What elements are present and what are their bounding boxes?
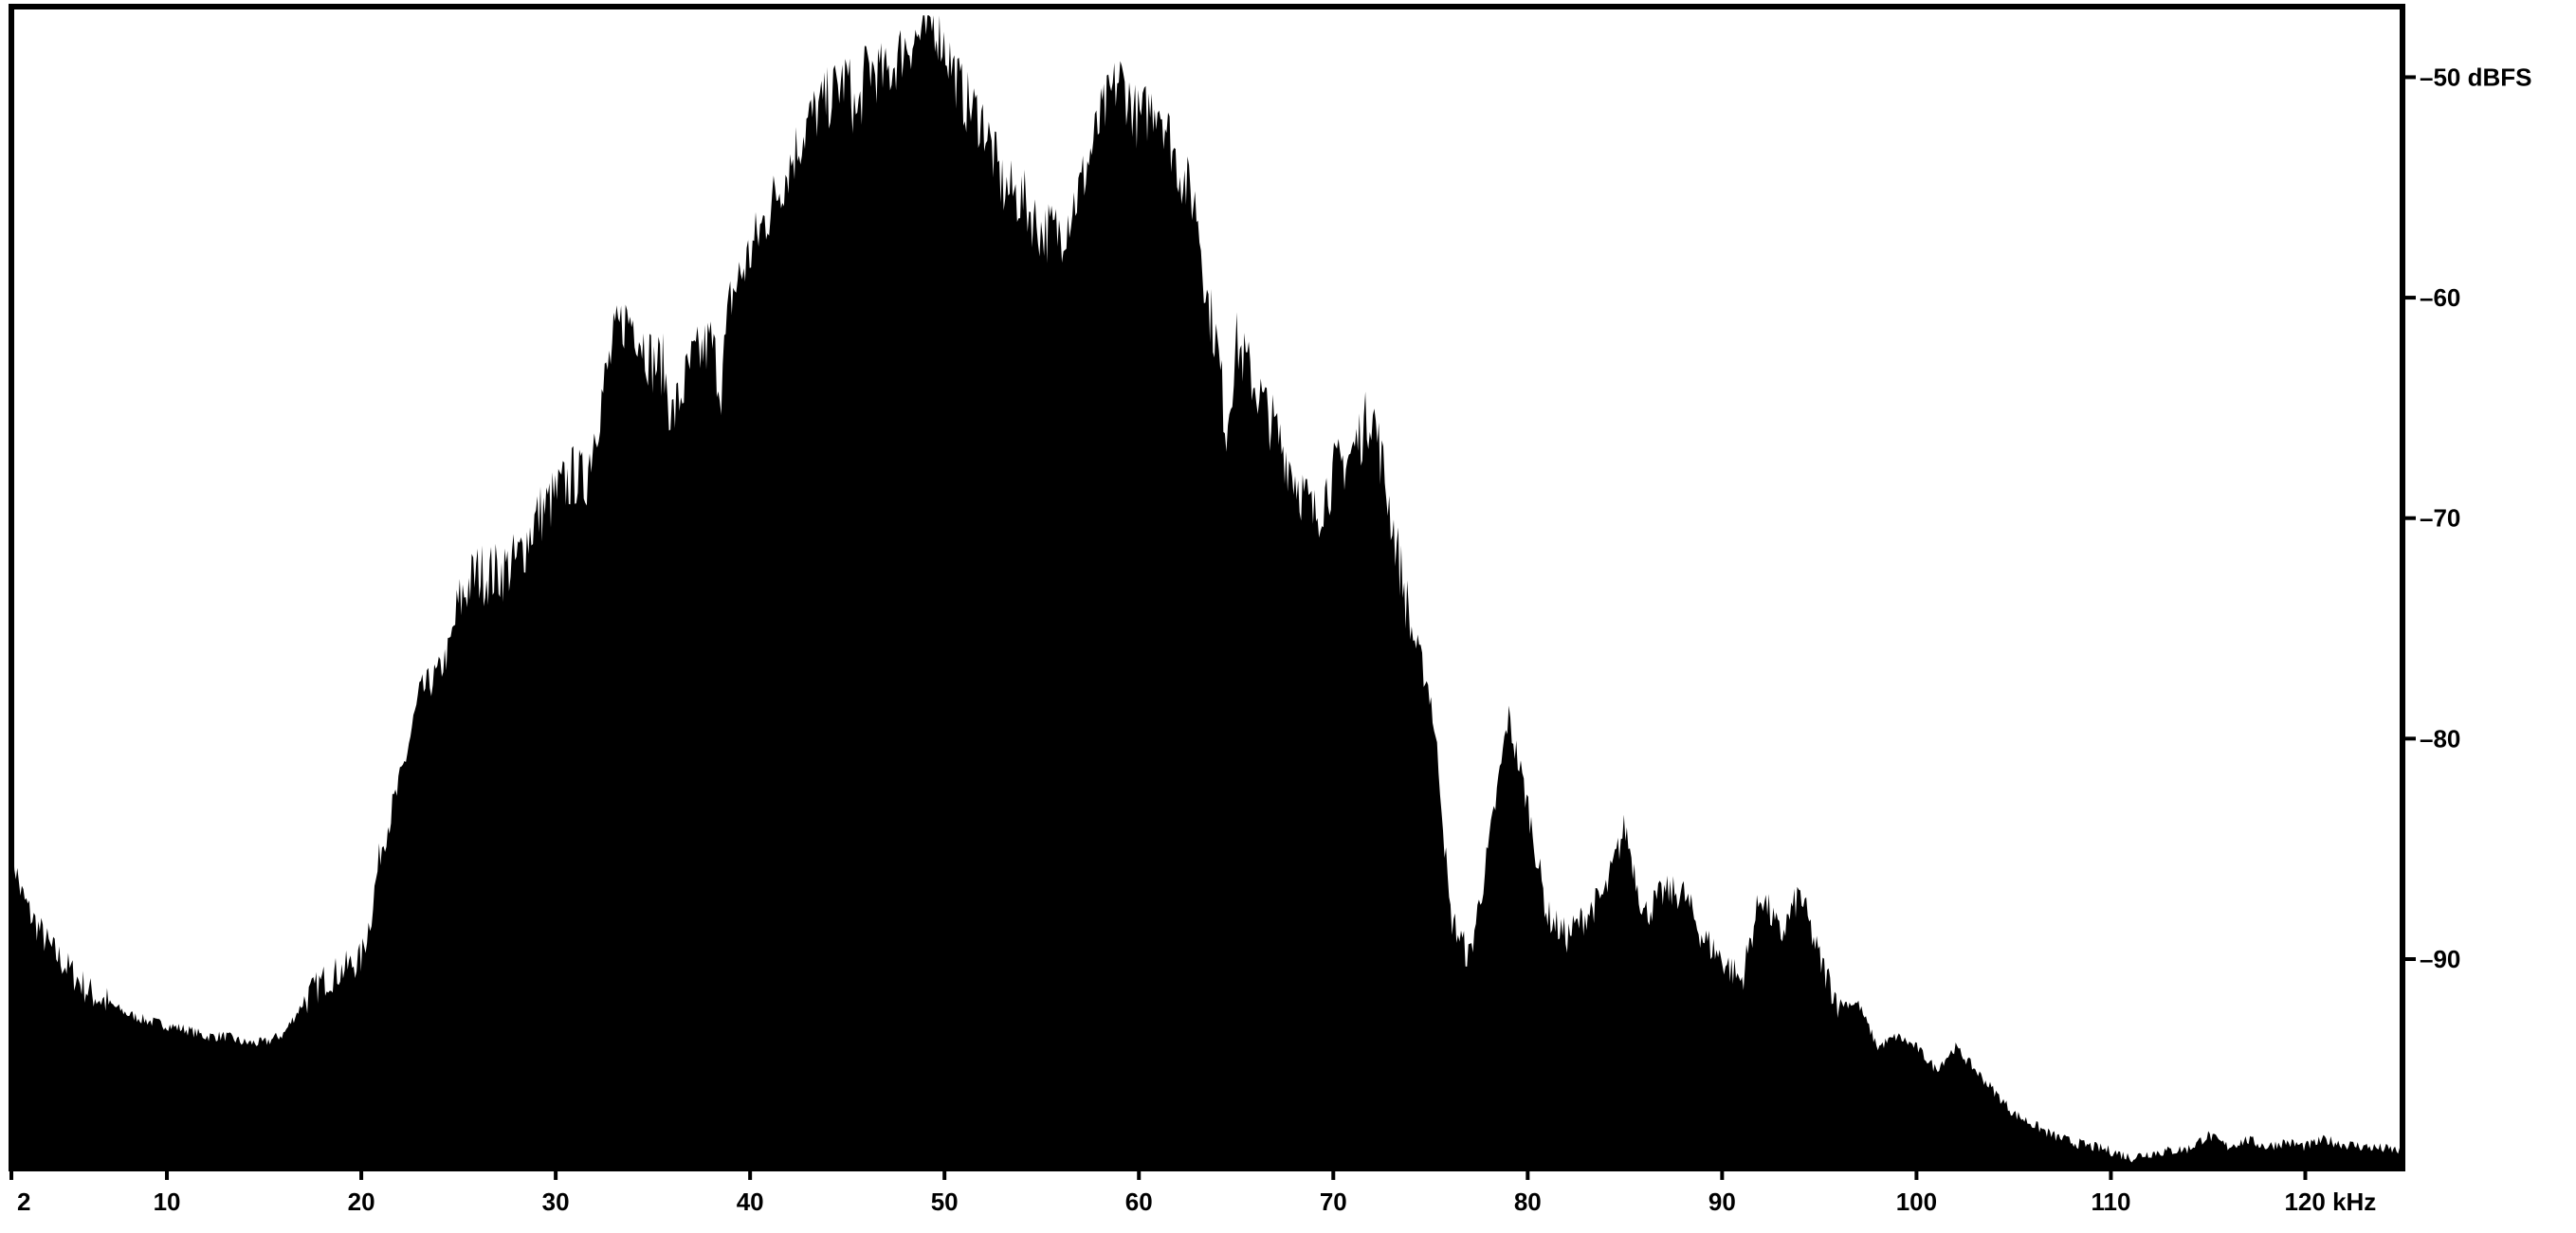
x-tick-label: 40 xyxy=(737,1188,764,1216)
y-tick-label: –80 xyxy=(2420,724,2460,752)
x-tick-label: 50 xyxy=(931,1188,959,1216)
x-tick-label: 80 xyxy=(1514,1188,1542,1216)
x-tick-label: 60 xyxy=(1125,1188,1153,1216)
plot-frame xyxy=(9,4,2405,1171)
x-tick-label: 2 xyxy=(17,1188,30,1216)
x-axis: 2 10 20 30 40 50 60 70 80 90 100 110 120 kHz xyxy=(9,1169,2376,1216)
y-tick-label: –50 dBFS xyxy=(2420,63,2532,91)
spectrum-area xyxy=(11,15,2402,1169)
x-tick-label: 20 xyxy=(348,1188,375,1216)
y-tick-label: –70 xyxy=(2420,504,2460,533)
x-tick-label: 110 xyxy=(2091,1188,2130,1216)
x-tick-label: 30 xyxy=(542,1188,570,1216)
y-tick-label: –60 xyxy=(2420,283,2460,312)
x-tick-label: 120 kHz xyxy=(2284,1188,2376,1216)
y-tick-label: –90 xyxy=(2420,945,2460,973)
y-axis: –50 dBFS –60 –70 –80 –90 xyxy=(2402,63,2532,973)
x-tick-label: 100 xyxy=(1896,1188,1937,1216)
x-tick-label: 70 xyxy=(1320,1188,1347,1216)
x-tick-label: 10 xyxy=(154,1188,181,1216)
x-tick-label: 90 xyxy=(1708,1188,1736,1216)
